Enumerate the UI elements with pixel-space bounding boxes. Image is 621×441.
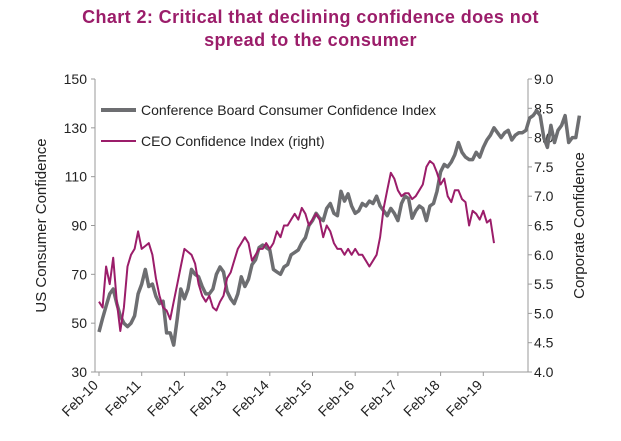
right-axis-tick-label: 6.0 [534, 247, 554, 263]
right-axis-tick-label: 9.0 [534, 71, 554, 87]
left-axis-title: US Consumer Confidence [33, 138, 50, 312]
left-axis-tick-label: 150 [64, 71, 88, 87]
x-axis-tick-label: Feb-14 [229, 377, 272, 420]
x-axis-tick-label: Feb-16 [315, 377, 358, 420]
x-axis-tick-label: Feb-11 [102, 377, 144, 419]
right-axis-tick-label: 4.0 [534, 364, 554, 380]
x-axis-tick-label: Feb-17 [357, 377, 400, 420]
x-axis-tick-label: Feb-18 [400, 377, 443, 420]
left-axis-tick-label: 30 [71, 364, 87, 380]
left-axis-tick-label: 70 [71, 266, 87, 282]
right-axis-tick-label: 4.5 [534, 335, 554, 351]
right-axis-tick-label: 5.0 [534, 305, 554, 321]
x-axis-tick-label: Feb-12 [144, 377, 187, 420]
right-axis-tick-label: 6.5 [534, 218, 554, 234]
left-axis-tick-label: 110 [65, 169, 88, 185]
consumer-confidence-line [97, 108, 582, 347]
legend-label: CEO Confidence Index (right) [141, 133, 325, 149]
legend-label: Conference Board Consumer Confidence Ind… [141, 102, 436, 118]
left-axis-tick-label: 130 [64, 120, 88, 136]
chart-title-line-2: spread to the consumer [204, 30, 417, 50]
chart-title: Chart 2: Critical that declining confide… [0, 6, 621, 52]
right-axis-tick-label: 7.0 [534, 188, 554, 204]
right-axis-tick-label: 5.5 [534, 276, 554, 292]
right-axis-title: Corporate Confidence [571, 152, 588, 299]
ceo-confidence-line [98, 160, 495, 332]
chart-title-line-1: Chart 2: Critical that declining confide… [82, 7, 539, 27]
x-axis-tick-label: Feb-19 [443, 377, 486, 420]
left-axis-tick-label: 50 [71, 315, 87, 331]
left-axis-tick-label: 90 [71, 218, 87, 234]
x-axis-tick-label: Feb-13 [187, 377, 230, 420]
right-axis-tick-label: 7.5 [534, 159, 554, 175]
x-axis-tick-label: Feb-10 [58, 377, 101, 420]
x-axis-tick-label: Feb-15 [272, 377, 315, 420]
